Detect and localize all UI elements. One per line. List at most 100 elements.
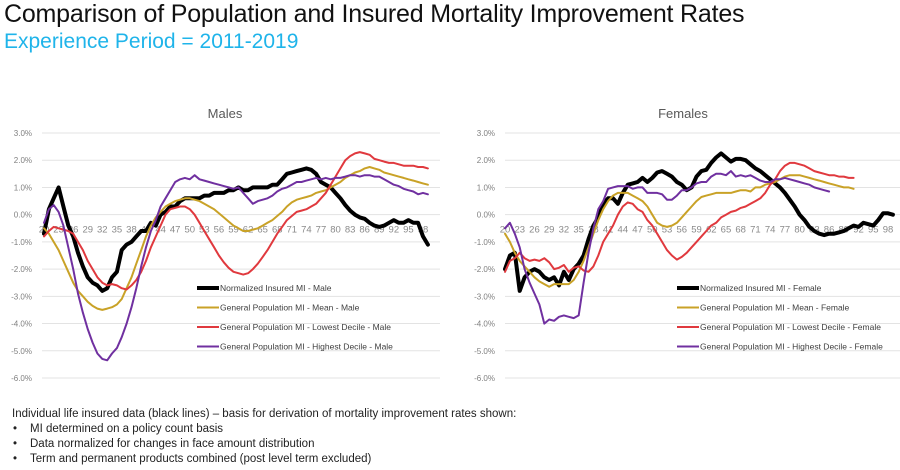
series-lines (503, 151, 895, 325)
x-tick-label: 53 (662, 225, 673, 236)
charts-canvas: Males 3.0% 2.0% 1.0% 0.0% -1.0% -2.0% -3.0% -4.… (11, 106, 900, 383)
x-tick-label: 56 (676, 225, 687, 236)
x-tick-label: 98 (883, 225, 894, 236)
y-tick-label: -2.0% (474, 265, 495, 274)
legend-label: General Population MI - Mean - Male (220, 303, 360, 313)
series-line (504, 161, 855, 273)
series-lines (42, 151, 430, 362)
y-tick-label: 3.0% (14, 129, 32, 138)
females-chart: Females 3.0% 2.0% 1.0% 0.0% -1.0% -2.0% -3.0% -… (474, 106, 900, 383)
page-title: Comparison of Population and Insured Mor… (4, 0, 745, 28)
x-tick-label: 44 (618, 225, 629, 236)
x-tick-label: 95 (868, 225, 879, 236)
y-tick-label: 2.0% (14, 156, 32, 165)
x-tick-label: 59 (691, 225, 702, 236)
x-tick-label: 29 (544, 225, 555, 236)
notes: Individual life insured data (black line… (12, 407, 516, 467)
x-tick-label: 32 (97, 225, 108, 236)
y-tick-label: -6.0% (11, 374, 32, 383)
legend-label: General Population MI - Lowest Decile - … (220, 322, 391, 332)
legend: Normalized Insured MI - Female General Po… (677, 283, 883, 352)
notes-bullet: Data normalized for changes in face amou… (12, 437, 516, 452)
x-tick-label: 38 (126, 225, 137, 236)
legend-label: General Population MI - Highest Decile -… (700, 342, 883, 352)
x-tick-label: 62 (706, 225, 717, 236)
notes-bullet: MI determined on a policy count basis (12, 422, 516, 437)
x-tick-label: 86 (359, 225, 370, 236)
series-line (43, 166, 429, 311)
legend-label: Normalized Insured MI - Female (700, 283, 822, 293)
x-tick-label: 86 (824, 225, 835, 236)
x-tick-label: 32 (559, 225, 570, 236)
notes-intro: Individual life insured data (black line… (12, 408, 517, 420)
x-tick-label: 80 (330, 225, 341, 236)
y-tick-label: -2.0% (11, 265, 32, 274)
x-tick-label: 35 (112, 225, 123, 236)
x-tick-label: 47 (170, 225, 181, 236)
x-tick-label: 23 (514, 225, 525, 236)
notes-bullet: Term and permanent products combined (po… (12, 452, 516, 467)
y-tick-label: -3.0% (11, 292, 32, 301)
x-tick-label: 71 (287, 225, 298, 236)
x-tick-label: 44 (155, 225, 166, 236)
legend-label: Normalized Insured MI - Male (220, 283, 332, 293)
legend-label: General Population MI - Mean - Female (700, 303, 850, 313)
y-tick-label: -6.0% (474, 374, 495, 383)
x-tick-label: 92 (389, 225, 400, 236)
x-tick-label: 95 (403, 225, 414, 236)
x-tick-label: 50 (647, 225, 658, 236)
x-tick-label: 83 (345, 225, 356, 236)
males-chart: Males 3.0% 2.0% 1.0% 0.0% -1.0% -2.0% -3.0% -4.… (11, 106, 440, 383)
x-tick-label: 59 (228, 225, 239, 236)
x-tick-label: 74 (301, 225, 312, 236)
legend: Normalized Insured MI - Male General Popu… (197, 283, 393, 352)
y-tick-label: 0.0% (14, 211, 32, 220)
y-tick-label: -3.0% (474, 292, 495, 301)
legend-label: General Population MI - Lowest Decile - … (700, 322, 881, 332)
y-tick-label: 0.0% (477, 211, 495, 220)
y-tick-label: -1.0% (474, 238, 495, 247)
y-tick-label: -4.0% (11, 320, 32, 329)
y-tick-label: 3.0% (477, 129, 495, 138)
x-tick-label: 26 (529, 225, 540, 236)
y-tick-label: -4.0% (474, 320, 495, 329)
x-tick-label: 23 (53, 225, 64, 236)
y-axis: 3.0% 2.0% 1.0% 0.0% -1.0% -2.0% -3.0% -4.0% -5.0… (474, 129, 495, 383)
x-tick-label: 35 (573, 225, 584, 236)
series-line (43, 151, 429, 291)
x-tick-label: 50 (184, 225, 195, 236)
chart-title: Males (208, 106, 243, 121)
legend-label: General Population MI - Highest Decile -… (220, 342, 393, 352)
y-tick-label: -5.0% (11, 347, 32, 356)
y-tick-label: 1.0% (477, 183, 495, 192)
notes-list: MI determined on a policy count basis Da… (12, 422, 516, 467)
x-tick-label: 29 (82, 225, 93, 236)
x-tick-label: 77 (780, 225, 791, 236)
x-tick-label: 98 (418, 225, 429, 236)
x-tick-label: 68 (272, 225, 283, 236)
y-tick-label: -1.0% (11, 238, 32, 247)
y-tick-label: 1.0% (14, 183, 32, 192)
x-tick-label: 80 (794, 225, 805, 236)
x-tick-label: 41 (603, 225, 614, 236)
y-axis: 3.0% 2.0% 1.0% 0.0% -1.0% -2.0% -3.0% -4.0% -5.0… (11, 129, 32, 383)
x-tick-label: 74 (765, 225, 776, 236)
x-tick-label: 56 (214, 225, 225, 236)
grid (505, 132, 900, 379)
x-tick-label: 77 (316, 225, 327, 236)
x-tick-label: 89 (374, 225, 385, 236)
series-line (504, 170, 831, 325)
x-tick-label: 71 (750, 225, 761, 236)
x-tick-label: 68 (735, 225, 746, 236)
y-tick-label: -5.0% (474, 347, 495, 356)
series-line (43, 174, 429, 362)
x-tick-label: 65 (721, 225, 732, 236)
chart-title: Females (658, 106, 708, 121)
y-tick-label: 2.0% (477, 156, 495, 165)
x-tick-label: 47 (632, 225, 643, 236)
page-subtitle: Experience Period = 2011-2019 (4, 30, 299, 53)
x-tick-label: 20 (500, 225, 511, 236)
series-line (504, 174, 855, 288)
grid (42, 132, 440, 379)
x-tick-label: 65 (257, 225, 268, 236)
